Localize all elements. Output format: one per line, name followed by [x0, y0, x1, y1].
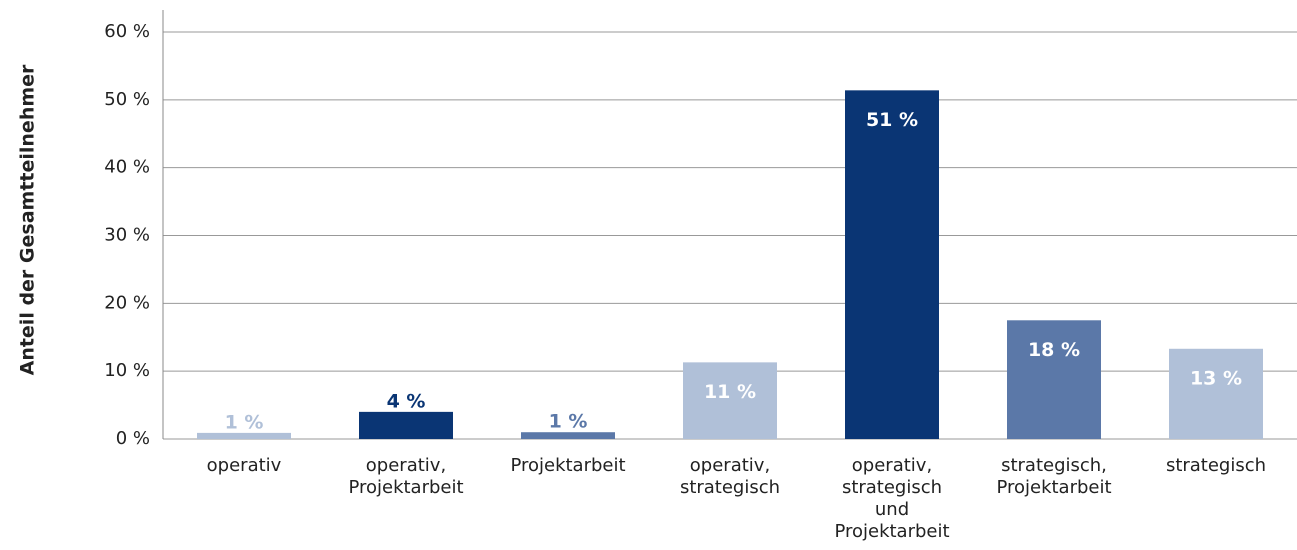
x-tick-label-line: operativ,	[366, 455, 446, 476]
value-label: 4 %	[387, 390, 426, 412]
x-tick-label: strategisch	[1166, 455, 1266, 476]
y-tick-label: 60 %	[104, 21, 150, 42]
bar	[197, 432, 291, 439]
value-label: 13 %	[1190, 367, 1242, 389]
x-tick-label-line: Projektarbeit	[510, 455, 625, 476]
x-tick-label-line: strategisch	[842, 477, 942, 498]
x-tick-label-line: Projektarbeit	[996, 477, 1111, 498]
x-tick-label: strategisch, Projektarbeit	[996, 455, 1111, 498]
bar	[359, 411, 453, 439]
x-tick-label-line: Projektarbeit	[348, 477, 463, 498]
y-tick-label: 30 %	[104, 225, 150, 246]
y-tick-label: 20 %	[104, 292, 150, 313]
x-tick-label: operativ, Projektarbeit	[348, 455, 463, 498]
value-label: 11 %	[704, 381, 756, 403]
x-tick-label: operativ, strategisch	[680, 455, 780, 498]
bar	[1169, 348, 1263, 439]
bar	[845, 90, 939, 439]
x-tick-label-line: Projektarbeit	[834, 521, 949, 542]
bar	[521, 432, 615, 439]
x-tick-label-line: und	[875, 499, 909, 520]
value-label: 1 %	[225, 411, 264, 433]
x-tick-label: operativ, strategisch und Projektarbeit	[834, 455, 949, 542]
bar	[683, 362, 777, 439]
bar	[1007, 320, 1101, 439]
x-tick-label: Projektarbeit	[510, 455, 625, 476]
x-tick-label-line: strategisch,	[1001, 455, 1107, 476]
y-tick-label: 0 %	[116, 428, 150, 449]
value-label: 51 %	[866, 109, 918, 131]
value-label: 1 %	[549, 411, 588, 433]
x-tick-label-line: operativ,	[852, 455, 932, 476]
y-tick-label: 50 %	[104, 89, 150, 110]
x-tick-label-line: operativ,	[690, 455, 770, 476]
x-tick-label-line: strategisch	[1166, 455, 1266, 476]
y-tick-label: 10 %	[104, 360, 150, 381]
y-axis-title: Anteil der Gesamtteilnehmer	[17, 64, 39, 375]
y-tick-label: 40 %	[104, 157, 150, 178]
value-label: 18 %	[1028, 339, 1080, 361]
x-tick-label-line: strategisch	[680, 477, 780, 498]
x-tick-label: operativ	[207, 455, 282, 476]
x-tick-label-line: operativ	[207, 455, 282, 476]
